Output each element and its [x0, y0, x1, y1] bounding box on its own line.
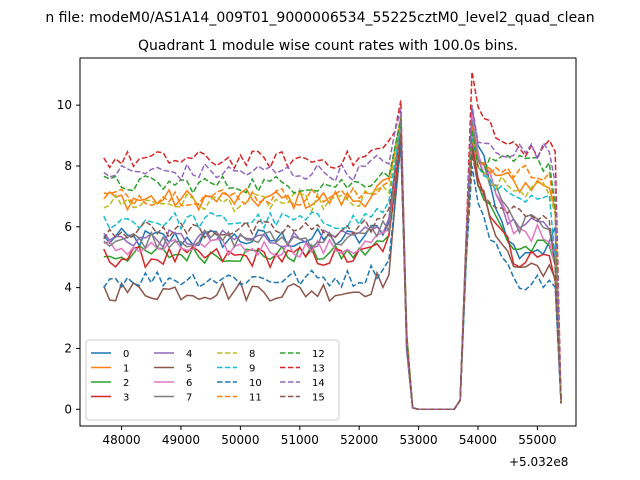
y-tick-label: 8: [64, 159, 72, 173]
x-tick-label: 49000: [162, 433, 200, 447]
series-line-9: [103, 125, 562, 411]
legend-label-5: 5: [186, 364, 192, 375]
legend-label-4: 4: [186, 349, 192, 360]
x-tick-label: 52000: [340, 433, 378, 447]
series-line-15: [103, 133, 562, 411]
legend-label-6: 6: [186, 378, 192, 389]
axes-frame: [79, 57, 577, 427]
series-line-13: [103, 71, 562, 411]
x-tick-label: 54000: [459, 433, 497, 447]
y-tick-label: 4: [64, 281, 72, 295]
series-line-6: [103, 114, 562, 411]
series-line-10: [103, 144, 562, 411]
legend-box: [85, 339, 340, 421]
x-axis: 48000 49000 50000 51000 52000 53000 54000 55000: [102, 426, 556, 447]
plot-area: [103, 71, 562, 411]
legend-label-0: 0: [123, 349, 129, 360]
x-tick-label: 55000: [518, 433, 556, 447]
series-line-7: [103, 116, 562, 411]
x-tick-label: 53000: [399, 433, 437, 447]
y-axis: 0 2 4 6 8 10: [57, 98, 80, 416]
legend-label-3: 3: [123, 393, 129, 404]
legend-label-9: 9: [249, 364, 255, 375]
legend-label-7: 7: [186, 393, 192, 404]
legend-label-8: 8: [249, 349, 255, 360]
y-tick-label: 6: [64, 220, 72, 234]
series-line-8: [103, 119, 562, 411]
x-tick-label: 51000: [281, 433, 319, 447]
series-line-14: [103, 104, 562, 411]
legend-label-14: 14: [312, 378, 325, 389]
series-line-12: [103, 118, 562, 411]
x-tick-label: 50000: [221, 433, 259, 447]
axes-title: Quadrant 1 module wise count rates with …: [138, 38, 518, 54]
legend-label-13: 13: [312, 364, 325, 375]
legend-label-15: 15: [312, 393, 325, 404]
legend-label-10: 10: [249, 378, 262, 389]
x-axis-offset-label: +5.032e8: [509, 455, 568, 469]
series-line-11: [103, 116, 562, 411]
x-tick-label: 48000: [102, 433, 140, 447]
legend-label-2: 2: [123, 378, 129, 389]
y-tick-label: 10: [57, 98, 72, 112]
y-tick-label: 2: [64, 341, 72, 355]
series-line-5: [103, 142, 562, 411]
figure-suptitle: n file: modeM0/AS1A14_009T01_9000006534_…: [45, 10, 594, 26]
legend-label-11: 11: [249, 393, 262, 404]
legend-label-1: 1: [123, 364, 129, 375]
legend-label-12: 12: [312, 349, 325, 360]
y-tick-label: 0: [64, 402, 72, 416]
